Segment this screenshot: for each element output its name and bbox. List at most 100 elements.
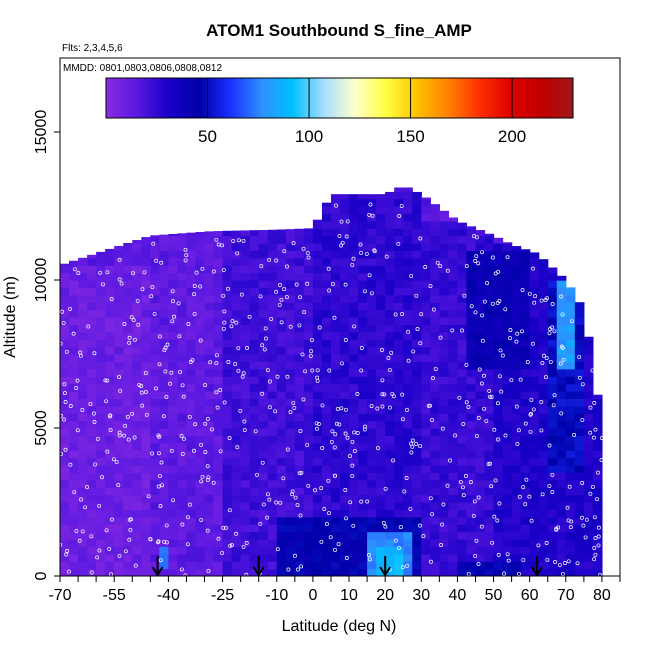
heatmap-cell: [385, 553, 395, 562]
heatmap-cell: [114, 420, 124, 429]
observation-point: [397, 214, 402, 218]
observation-point: [218, 388, 223, 392]
heatmap-cell: [213, 516, 224, 525]
heatmap-cell: [303, 472, 314, 481]
heatmap-cell: [493, 331, 504, 340]
heatmap-cell: [520, 546, 531, 555]
heatmap-cell: [412, 516, 422, 525]
observation-point: [580, 481, 585, 485]
heatmap-cell: [439, 457, 449, 466]
heatmap-cell: [195, 376, 206, 385]
heatmap-cell: [574, 457, 585, 466]
heatmap-cell: [484, 324, 495, 333]
heatmap-cell: [78, 317, 88, 325]
heatmap-cell: [213, 420, 224, 429]
heatmap-cell: [96, 509, 106, 518]
heatmap-cell: [493, 442, 504, 451]
heatmap-cell: [412, 502, 422, 510]
heatmap-cell: [294, 450, 305, 459]
heatmap-cell: [394, 553, 404, 562]
heatmap-cell: [132, 243, 142, 251]
heatmap-cell: [330, 479, 341, 488]
observation-point: [75, 378, 80, 383]
heatmap-cell: [403, 339, 413, 348]
heatmap-cell: [430, 257, 440, 266]
heatmap-cell: [484, 233, 495, 237]
heatmap-cell: [87, 472, 97, 481]
heatmap-cell: [177, 361, 188, 370]
observation-point: [119, 281, 124, 286]
heatmap-cell: [430, 398, 440, 407]
heatmap-cell: [583, 472, 594, 481]
heatmap-cell: [231, 346, 242, 355]
heatmap-cell: [312, 219, 323, 222]
observation-point: [295, 503, 300, 508]
heatmap-cell: [285, 272, 296, 281]
heatmap-cell: [132, 524, 142, 533]
heatmap-cell: [168, 309, 179, 318]
heatmap-cell: [511, 435, 522, 444]
heatmap-cell: [520, 524, 531, 533]
heatmap-cell: [448, 383, 459, 392]
heatmap-cell: [340, 524, 350, 533]
heatmap-cell: [60, 309, 70, 318]
heatmap-cell: [258, 309, 269, 318]
observation-point: [63, 447, 68, 452]
heatmap-cell: [457, 516, 468, 525]
observation-point: [117, 277, 122, 282]
heatmap-cell: [439, 243, 449, 251]
heatmap-cell: [150, 361, 160, 370]
heatmap-cell: [303, 346, 314, 355]
heatmap-cell: [123, 568, 133, 576]
heatmap-cell: [385, 228, 395, 237]
heatmap-cell: [493, 428, 504, 436]
observation-point: [352, 430, 357, 435]
heatmap-cell: [186, 317, 197, 325]
heatmap-cell: [547, 546, 558, 555]
heatmap-cell: [421, 206, 431, 214]
heatmap-cell: [285, 265, 296, 274]
heatmap-cell: [592, 398, 603, 407]
heatmap-cell: [267, 472, 278, 481]
heatmap-cell: [105, 391, 115, 399]
heatmap-cell: [412, 287, 422, 296]
observation-point: [497, 501, 502, 506]
heatmap-cell: [547, 391, 558, 399]
heatmap-cell: [276, 561, 287, 570]
heatmap-cell: [240, 494, 251, 503]
heatmap-cell: [412, 220, 422, 229]
observation-point: [527, 494, 532, 499]
heatmap-cell: [276, 229, 287, 237]
heatmap-cell: [204, 420, 215, 429]
heatmap-cell: [484, 516, 495, 525]
heatmap-cell: [267, 280, 278, 288]
heatmap-cell: [340, 494, 350, 503]
heatmap-cell: [403, 472, 413, 481]
heatmap-cell: [583, 539, 594, 547]
heatmap-cell: [312, 280, 323, 288]
heatmap-cell: [439, 420, 449, 429]
heatmap-cell: [511, 420, 522, 429]
heatmap-cell: [78, 457, 88, 466]
heatmap-cell: [340, 354, 350, 362]
observation-point: [157, 334, 162, 339]
heatmap-cell: [105, 420, 115, 429]
observation-point: [590, 484, 595, 489]
heatmap-cell: [204, 502, 215, 510]
heatmap-cell: [258, 368, 269, 377]
heatmap-cell: [276, 250, 287, 259]
heatmap-cell: [96, 442, 106, 451]
heatmap-cell: [150, 405, 160, 414]
heatmap-cell: [132, 302, 142, 311]
heatmap-cell: [231, 516, 242, 525]
heatmap-cell: [294, 539, 305, 547]
heatmap-cell: [240, 531, 251, 540]
heatmap-cell: [502, 302, 513, 311]
heatmap-cell: [177, 539, 188, 547]
heatmap-cell: [502, 487, 513, 496]
heatmap-cell: [222, 502, 233, 510]
heatmap-cell: [565, 309, 576, 318]
heatmap-cell: [249, 354, 260, 362]
observation-point: [148, 537, 153, 542]
heatmap-cell: [439, 287, 449, 296]
